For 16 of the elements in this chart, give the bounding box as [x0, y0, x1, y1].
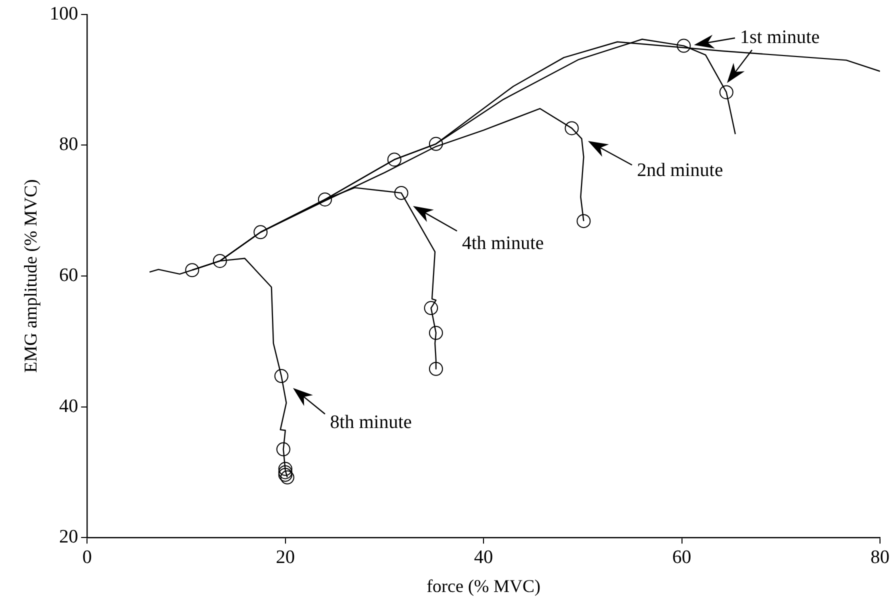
x-tick-label: 0	[82, 546, 92, 568]
x-tick-label: 20	[276, 546, 295, 568]
x-tick-label: 60	[672, 546, 692, 568]
x-tick-label: 40	[474, 546, 494, 568]
annotation: 4th minute	[462, 233, 544, 254]
y-tick-label: 100	[50, 3, 78, 24]
x-axis-title: force (% MVC)	[426, 576, 541, 596]
y-tick-label: 80	[59, 134, 78, 156]
y-tick-label: 60	[59, 264, 78, 286]
annotation: 1st minute	[740, 27, 820, 48]
annotation: 8th minute	[330, 412, 412, 433]
x-tick-label: 80	[870, 546, 890, 568]
y-tick-label: 20	[59, 526, 78, 548]
y-tick-label: 40	[59, 396, 78, 417]
y-axis-title: EMG amplitude (% MVC)	[20, 179, 41, 373]
annotation: 2nd minute	[637, 160, 724, 181]
